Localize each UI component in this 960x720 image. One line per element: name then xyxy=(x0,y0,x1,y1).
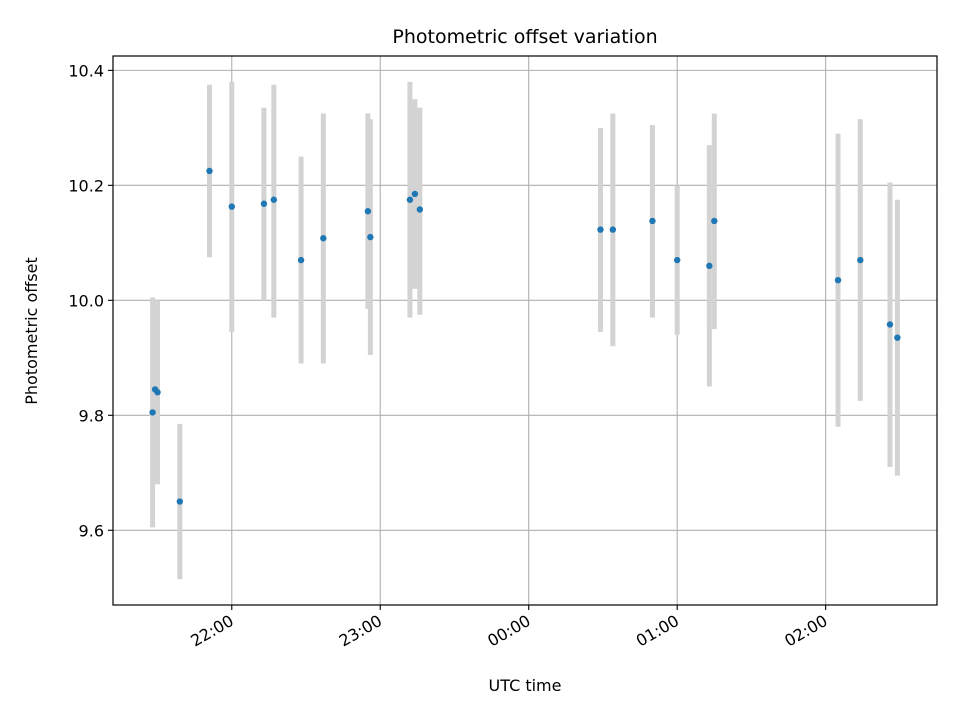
data-point xyxy=(673,256,681,264)
data-point xyxy=(711,217,718,225)
data-point xyxy=(297,256,305,264)
data-point xyxy=(367,233,374,241)
y-axis-title: Photometric offset xyxy=(22,257,41,405)
data-point xyxy=(149,409,156,416)
data-point xyxy=(649,217,656,225)
data-point xyxy=(706,262,713,270)
grid xyxy=(113,56,937,605)
data-point xyxy=(411,190,419,198)
data-point xyxy=(886,321,894,328)
chart-title: Photometric offset variation xyxy=(392,26,657,48)
data-point xyxy=(270,196,278,203)
data-point xyxy=(260,200,268,207)
data-point xyxy=(154,389,161,396)
data-point xyxy=(206,167,213,175)
data-point xyxy=(894,334,901,341)
data-point xyxy=(609,226,617,233)
data-point xyxy=(228,203,235,210)
y-tick-label: 10.4 xyxy=(68,61,104,80)
data-point xyxy=(364,208,372,215)
data-point xyxy=(176,498,184,505)
y-tick-label: 9.8 xyxy=(79,406,104,425)
data-point xyxy=(834,276,842,284)
data-point xyxy=(406,196,414,203)
y-tick-label: 10.2 xyxy=(68,176,104,195)
y-tick-label: 10.0 xyxy=(68,291,104,310)
data-point xyxy=(320,235,327,242)
data-point xyxy=(597,226,604,233)
data-point xyxy=(416,206,424,213)
y-tick-label: 9.6 xyxy=(79,521,104,540)
x-axis-title: UTC time xyxy=(489,676,562,695)
data-points xyxy=(149,167,901,505)
data-point xyxy=(857,256,864,264)
y-axis: 9.6 9.8 10.0 10.2 10.4 xyxy=(68,61,113,540)
plot-frame xyxy=(112,55,938,606)
plot-area xyxy=(113,56,937,605)
